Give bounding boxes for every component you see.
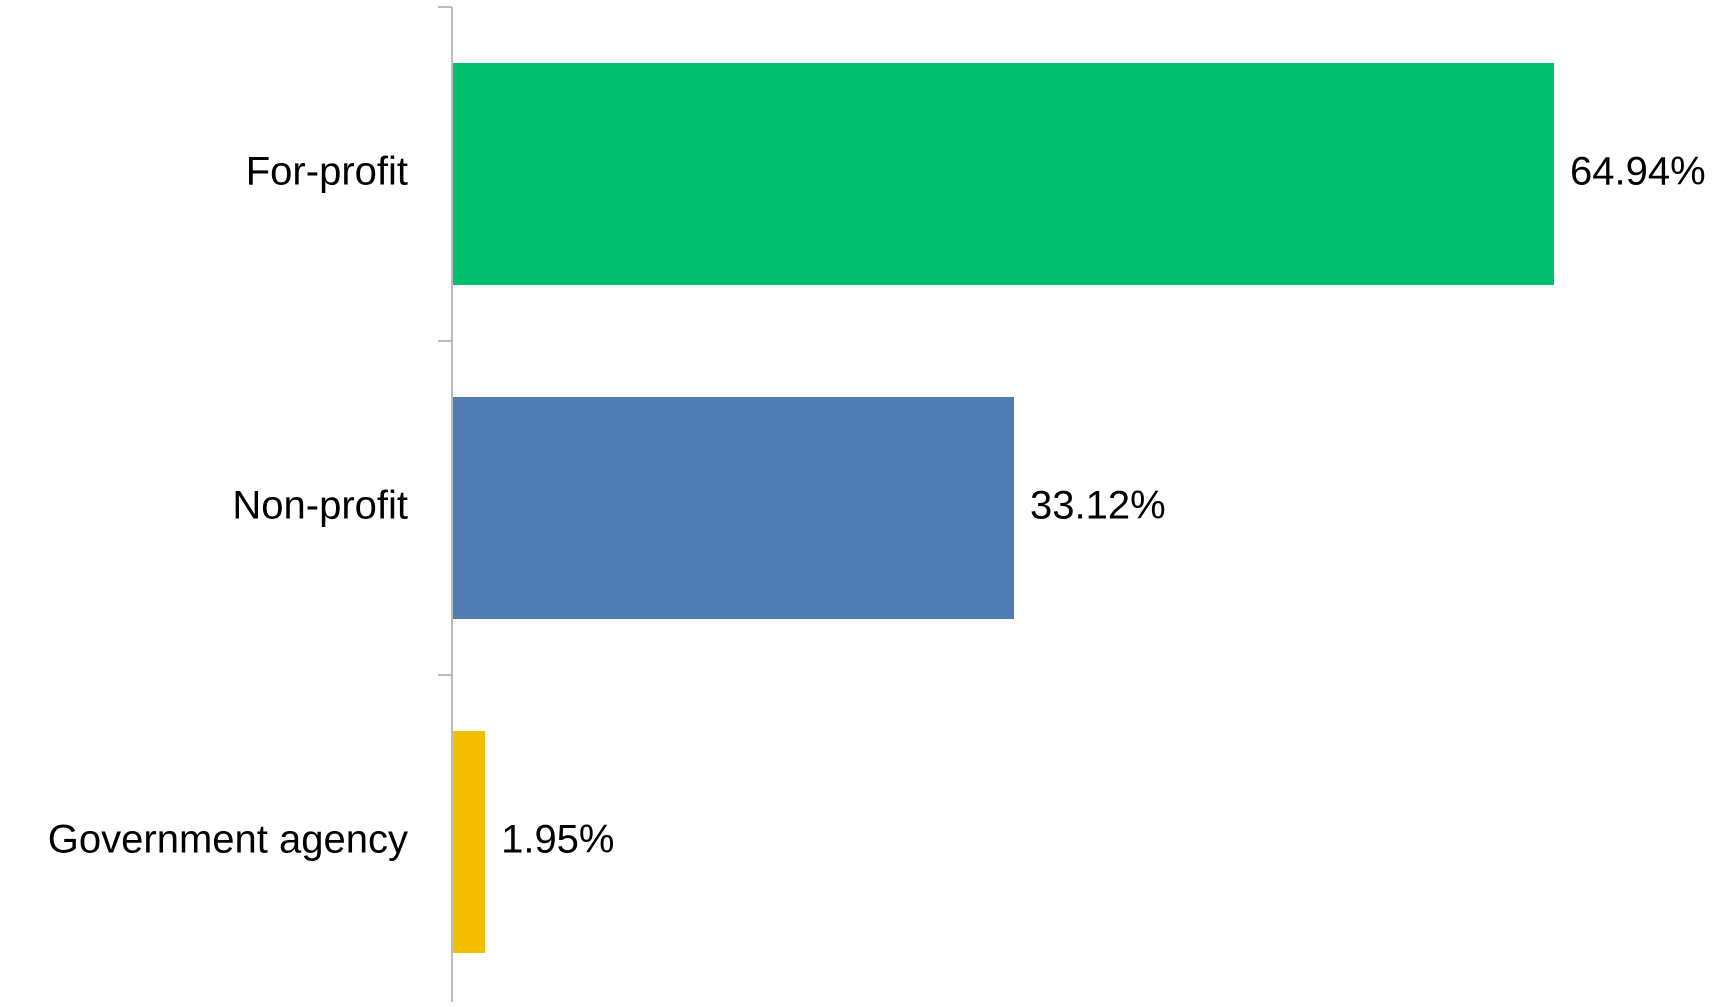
category-label: For-profit (246, 150, 408, 194)
bars-layer (453, 63, 1554, 953)
bar-for-profit (453, 63, 1554, 285)
axis-layer (438, 6, 453, 1007)
bar-government-agency (453, 731, 486, 953)
data-label: 1.95% (501, 818, 614, 862)
data-label: 33.12% (1030, 484, 1166, 528)
labels-layer: For-profit 64.94% Non-profit 33.12% Governme… (48, 150, 1706, 862)
bar-non-profit (453, 397, 1015, 619)
category-label: Government agency (48, 818, 408, 862)
data-label: 64.94% (1570, 150, 1706, 194)
category-label: Non-profit (232, 484, 408, 528)
